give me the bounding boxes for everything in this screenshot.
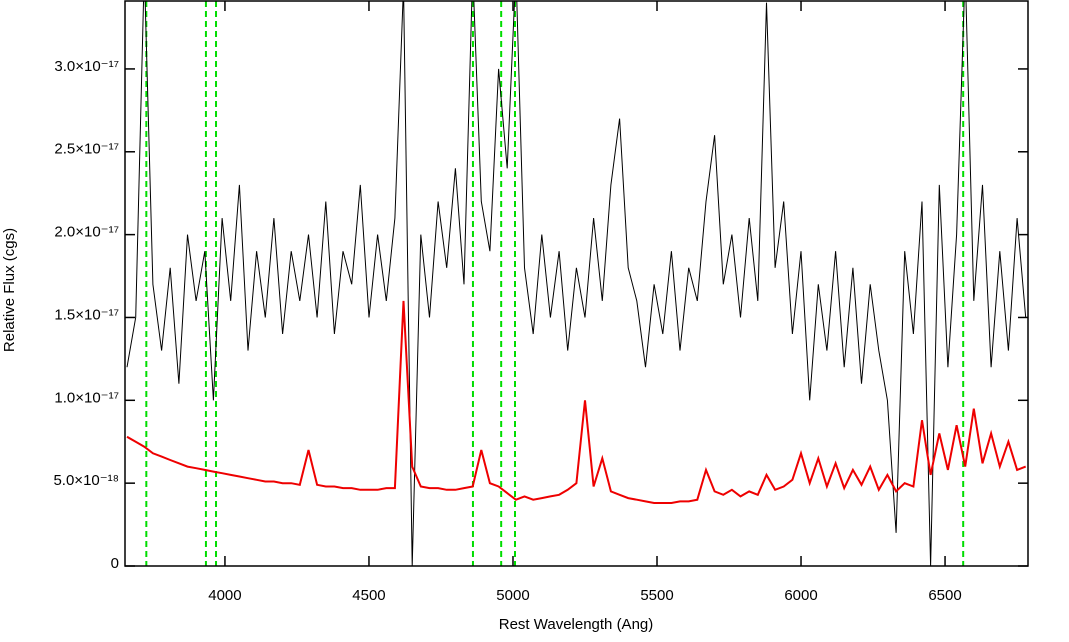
y-tick-label: 2.0×10⁻¹⁷ bbox=[54, 224, 119, 241]
x-tick-label: 6500 bbox=[928, 587, 961, 604]
x-tick-label: 4000 bbox=[208, 587, 241, 604]
spectrum-line bbox=[126, 1, 1027, 566]
x-tick-label: 5000 bbox=[496, 587, 529, 604]
x-tick-label: 6000 bbox=[784, 587, 817, 604]
y-tick-label: 1.0×10⁻¹⁷ bbox=[54, 389, 119, 406]
y-tick-label: 3.0×10⁻¹⁷ bbox=[54, 58, 119, 75]
y-tick-label: 5.0×10⁻¹⁸ bbox=[53, 472, 119, 489]
y-tick-label: 0 bbox=[111, 555, 119, 572]
spectrum-line bbox=[126, 300, 1027, 504]
x-axis-label: Rest Wavelength (Ang) bbox=[499, 616, 654, 633]
x-tick-label: 5500 bbox=[640, 587, 673, 604]
axes-frame bbox=[124, 0, 1029, 567]
x-tick-label: 4500 bbox=[352, 587, 385, 604]
plot-area bbox=[126, 1, 1027, 566]
y-tick-label: 1.5×10⁻¹⁷ bbox=[54, 306, 119, 323]
y-tick-label: 2.5×10⁻¹⁷ bbox=[54, 141, 119, 158]
y-axis-label: Relative Flux (cgs) bbox=[1, 228, 18, 352]
